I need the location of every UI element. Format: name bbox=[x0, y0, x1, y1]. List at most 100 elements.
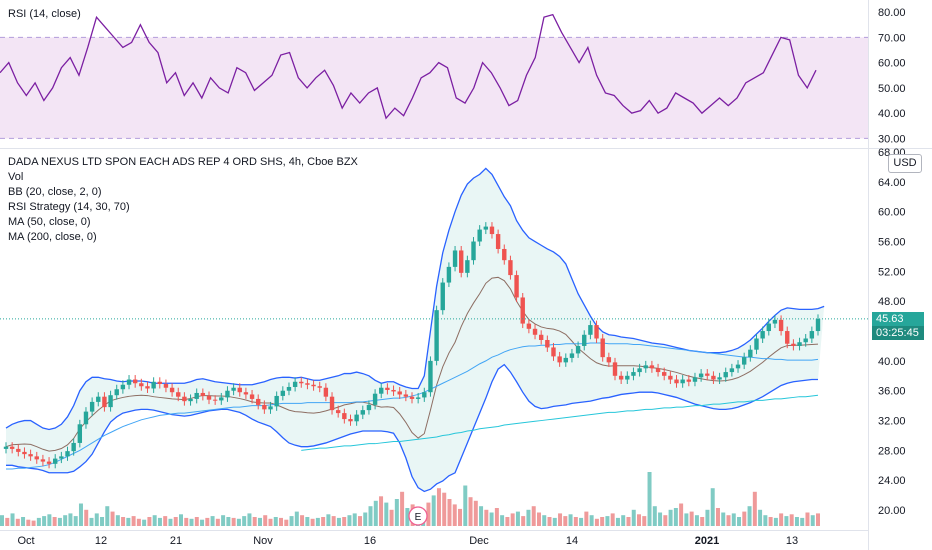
volume-bar bbox=[758, 509, 763, 526]
volume-bar bbox=[73, 516, 78, 526]
time-tick-label: Dec bbox=[469, 535, 489, 547]
candle-body bbox=[465, 260, 470, 273]
earnings-marker-label: E bbox=[415, 512, 422, 523]
volume-bar bbox=[231, 517, 236, 526]
candle-body bbox=[280, 390, 286, 396]
volume-bar bbox=[631, 509, 636, 526]
volume-bar bbox=[652, 506, 657, 526]
rsi-tick-label: 70.00 bbox=[878, 32, 906, 44]
candle-body bbox=[145, 386, 150, 389]
volume-bar bbox=[763, 515, 768, 526]
volume-bar bbox=[126, 517, 131, 526]
volume-bar bbox=[394, 499, 399, 526]
candle-body bbox=[274, 395, 279, 407]
volume-bar bbox=[115, 515, 120, 526]
candle-body bbox=[225, 390, 230, 398]
volume-bar bbox=[584, 511, 589, 526]
volume-bar bbox=[52, 517, 57, 526]
currency-button[interactable]: USD bbox=[888, 154, 922, 173]
time-tick-label: 16 bbox=[364, 535, 376, 547]
price-tick-label: 20.00 bbox=[878, 505, 906, 517]
candle-body bbox=[569, 353, 575, 358]
volume-bar bbox=[373, 500, 378, 526]
candle-body bbox=[360, 410, 365, 415]
volume-bar bbox=[568, 514, 573, 526]
candle-body bbox=[772, 319, 778, 324]
candle-body bbox=[391, 389, 396, 392]
volume-bar bbox=[384, 502, 389, 526]
candle-body bbox=[194, 392, 199, 399]
volume-bar bbox=[779, 513, 784, 526]
legend-rsi-strategy[interactable]: RSI Strategy (14, 30, 70) bbox=[8, 201, 130, 213]
volume-bar bbox=[773, 517, 778, 526]
time-axis[interactable]: Oct 12 21 Nov 16 Dec 14 2021 13 bbox=[0, 530, 868, 548]
candle-body bbox=[508, 260, 513, 276]
volume-bar bbox=[389, 509, 394, 526]
main-legend[interactable]: DADA NEXUS LTD SPON EACH ADS REP 4 ORD S… bbox=[8, 155, 358, 245]
price-tick-label: 60.00 bbox=[878, 207, 906, 219]
candle-body bbox=[502, 248, 507, 261]
volume-bar bbox=[816, 513, 820, 526]
volume-bar bbox=[731, 513, 736, 526]
volume-bar bbox=[142, 519, 147, 526]
volume-bar bbox=[78, 503, 83, 526]
volume-bar bbox=[594, 518, 599, 526]
volume-bar bbox=[526, 509, 531, 526]
candle-body bbox=[803, 338, 808, 343]
legend-ma50[interactable]: MA (50, close, 0) bbox=[8, 216, 91, 228]
volume-bar bbox=[647, 472, 652, 526]
candle-body bbox=[662, 372, 667, 376]
volume-bar bbox=[542, 515, 547, 526]
candle-body bbox=[342, 413, 347, 420]
rsi-legend-title[interactable]: RSI (14, close) bbox=[8, 8, 81, 20]
candle-body bbox=[637, 368, 642, 373]
candle-body bbox=[157, 381, 162, 385]
legend-ma200[interactable]: MA (200, close, 0) bbox=[8, 231, 97, 243]
candle-body bbox=[268, 406, 273, 410]
candle-body bbox=[372, 393, 378, 405]
candle-body bbox=[262, 404, 267, 410]
volume-bar bbox=[752, 491, 757, 526]
volume-bar bbox=[84, 509, 89, 526]
volume-bar bbox=[463, 485, 468, 526]
legend-volume[interactable]: Vol bbox=[8, 171, 24, 183]
volume-bar bbox=[673, 508, 678, 526]
volume-bar bbox=[710, 488, 715, 526]
symbol-title[interactable]: DADA NEXUS LTD SPON EACH ADS REP 4 ORD S… bbox=[8, 156, 358, 168]
candle-body bbox=[83, 411, 89, 425]
bar-countdown-label: 03:25:45 bbox=[872, 325, 924, 340]
candle-body bbox=[440, 282, 445, 311]
candle-body bbox=[809, 331, 815, 339]
candle-body bbox=[89, 401, 95, 412]
candle-body bbox=[532, 328, 538, 335]
volume-bar bbox=[810, 515, 815, 526]
candle-body bbox=[575, 345, 581, 354]
volume-bar bbox=[521, 516, 526, 526]
volume-bar bbox=[573, 517, 578, 526]
volume-bar bbox=[15, 518, 20, 526]
volume-bar bbox=[747, 506, 752, 526]
candle-body bbox=[108, 395, 113, 408]
candle-body bbox=[680, 379, 685, 384]
candle-body bbox=[649, 365, 655, 369]
volume-bar bbox=[236, 518, 241, 526]
candle-body bbox=[588, 325, 593, 335]
volume-bar bbox=[184, 517, 189, 526]
candle-body bbox=[797, 342, 802, 346]
volume-bar bbox=[163, 516, 168, 526]
volume-bar bbox=[210, 516, 215, 526]
volume-bar bbox=[615, 517, 620, 526]
candle-body bbox=[16, 448, 21, 452]
volume-bar bbox=[721, 512, 726, 526]
volume-bar bbox=[484, 509, 489, 526]
candle-body bbox=[34, 456, 39, 460]
candle-body bbox=[545, 339, 550, 348]
volume-bar bbox=[200, 519, 205, 526]
rsi-legend[interactable]: RSI (14, close) bbox=[8, 7, 81, 22]
volume-bar bbox=[247, 513, 252, 526]
price-tick-label: 56.00 bbox=[878, 237, 906, 249]
volume-bar bbox=[68, 513, 73, 526]
legend-bollinger[interactable]: BB (20, close, 2, 0) bbox=[8, 186, 102, 198]
candle-body bbox=[520, 297, 525, 324]
